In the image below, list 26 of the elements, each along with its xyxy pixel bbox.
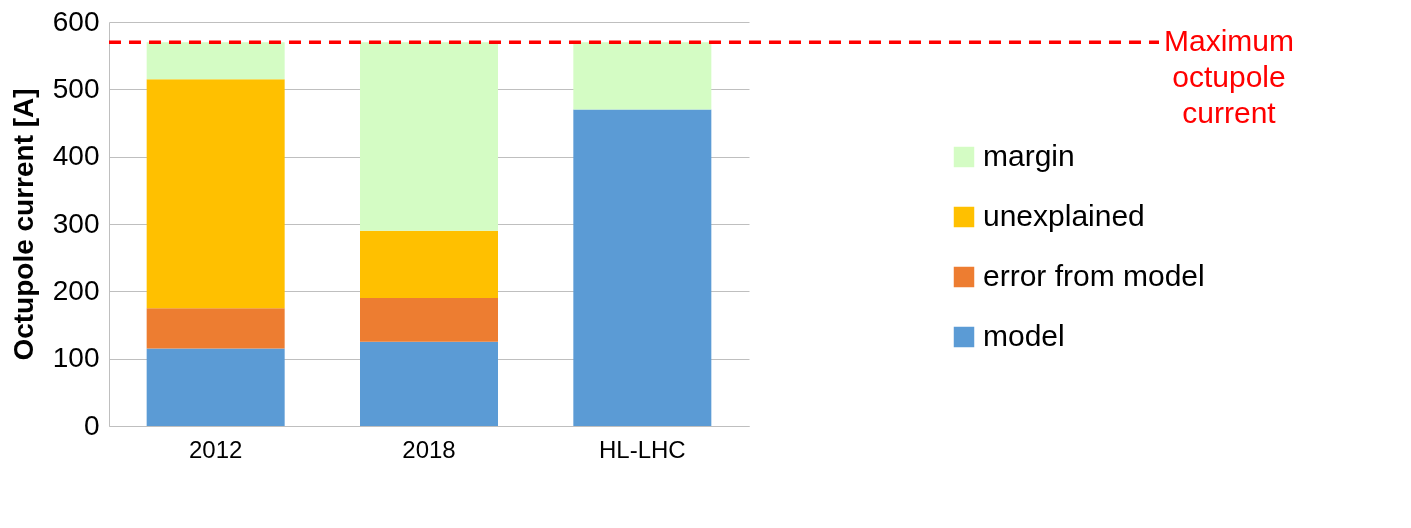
bar: [573, 109, 712, 426]
y-axis-title: Octupole current [A]: [7, 88, 39, 361]
bar: [146, 308, 285, 349]
bar: [146, 42, 285, 80]
y-tick-label: 500: [52, 72, 100, 104]
y-tick-label: 200: [52, 274, 100, 306]
x-tick-label: 2012: [188, 435, 243, 463]
bar: [146, 79, 285, 309]
legend-label: error from model: [983, 259, 1205, 292]
x-tick-label: HL-LHC: [598, 435, 686, 463]
y-tick-label: 400: [52, 140, 100, 172]
bar: [360, 230, 498, 299]
y-tick-label: 600: [52, 5, 100, 37]
y-tick-label: 100: [52, 342, 100, 374]
bar: [573, 42, 712, 110]
x-tick-label: 2018: [402, 435, 456, 463]
bar: [360, 42, 498, 231]
legend-label: margin: [983, 139, 1075, 172]
bar: [360, 341, 498, 426]
legend-label: unexplained: [983, 199, 1145, 232]
legend-label: model: [983, 319, 1065, 352]
bar: [360, 298, 498, 342]
y-tick-label: 0: [83, 409, 100, 441]
bar: [146, 348, 285, 426]
y-tick-label: 300: [52, 207, 100, 239]
ref-line-label: Maximum octupole current: [1163, 24, 1295, 130]
